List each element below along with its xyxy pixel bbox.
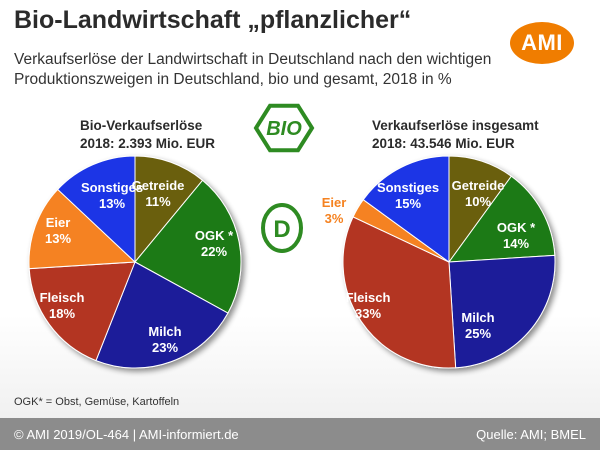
pie-bio-category-label: Milch <box>148 324 181 339</box>
pie-total-slice-3 <box>448 254 556 369</box>
pie-total-category-label: Fleisch <box>346 290 391 305</box>
pie-bio-category-label: OGK * <box>195 228 234 243</box>
pie-total-slice-6 <box>362 155 450 263</box>
pie-bio-slice-3 <box>95 261 229 369</box>
pie-total-value-label: 25% <box>465 326 491 341</box>
pie-total-value-label: 15% <box>395 196 421 211</box>
pie-bio-slice-4 <box>28 261 136 362</box>
pie-total-category-label: Milch <box>461 310 494 325</box>
pie-bio-value-label: 13% <box>45 231 71 246</box>
footer-source: Quelle: AMI; BMEL <box>476 427 586 442</box>
pie-bio-slice-6 <box>57 155 136 264</box>
pie-bio-value-label: 22% <box>201 244 227 259</box>
pie-bio-slice-5 <box>28 188 137 270</box>
pie-bio-value-label: 18% <box>49 306 75 321</box>
pie-total-category-label: OGK * <box>497 220 536 235</box>
footer-copyright: © AMI 2019/OL-464 | AMI-informiert.de <box>14 427 239 442</box>
pie-right-subtitle: 2018: 43.546 Mio. EUR <box>372 136 515 151</box>
pie-bio-value-label: 11% <box>145 194 171 209</box>
bio-badge-label: BIO <box>266 118 302 140</box>
pie-chart-total <box>342 155 556 369</box>
pie-total-value-label: 14% <box>503 236 529 251</box>
pie-right-title: Verkaufserlöse insgesamt <box>372 118 539 133</box>
pie-bio-value-label: 13% <box>99 196 125 211</box>
footer-bar: © AMI 2019/OL-464 | AMI-informiert.de Qu… <box>0 418 600 450</box>
pie-total-slice-2 <box>447 175 556 263</box>
bio-badge: BIO <box>253 103 315 153</box>
pie-left-subtitle: 2018: 2.393 Mio. EUR <box>80 136 216 151</box>
page-title: Bio-Landwirtschaft „pflanzlicher“ <box>14 6 412 34</box>
pie-right-heading: Verkaufserlöse insgesamt 2018: 43.546 Mi… <box>372 117 539 153</box>
footnote: OGK* = Obst, Gemüse, Kartoffeln <box>14 396 180 408</box>
pie-bio-slice-2 <box>134 179 242 314</box>
d-badge-label: D <box>273 216 290 243</box>
ami-logo: AMI <box>510 22 574 64</box>
bio-hexagon-icon <box>253 103 315 153</box>
d-badge: D <box>261 203 303 253</box>
pie-bio-category-label: Fleisch <box>40 290 85 305</box>
pie-total-slice-4 <box>342 216 457 369</box>
pie-total-value-label: 33% <box>355 306 381 321</box>
pie-left-title: Bio-Verkaufserlöse <box>80 118 203 133</box>
pie-total-category-label: Getreide <box>452 178 505 193</box>
pie-bio-value-label: 23% <box>152 340 178 355</box>
pie-total-value-label: 10% <box>465 194 491 209</box>
pie-chart-bio <box>28 155 242 369</box>
d-oval-icon <box>261 203 303 253</box>
pie-total-category-label: Eier <box>322 195 347 210</box>
pie-bio-category-label: Getreide <box>132 178 185 193</box>
pie-left-heading: Bio-Verkaufserlöse 2018: 2.393 Mio. EUR <box>80 117 215 153</box>
pie-total-category-label: Sonstiges <box>377 180 439 195</box>
pie-bio-slice-1 <box>134 155 204 264</box>
pie-total-value-label: 3% <box>325 211 344 226</box>
pie-bio-category-label: Eier <box>46 215 71 230</box>
pie-bio-category-label: Sonstiges <box>81 180 143 195</box>
page-subtitle: Verkaufserlöse der Landwirtschaft in Deu… <box>14 51 492 88</box>
